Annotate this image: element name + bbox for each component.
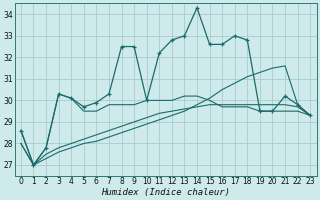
X-axis label: Humidex (Indice chaleur): Humidex (Indice chaleur)	[101, 188, 230, 197]
